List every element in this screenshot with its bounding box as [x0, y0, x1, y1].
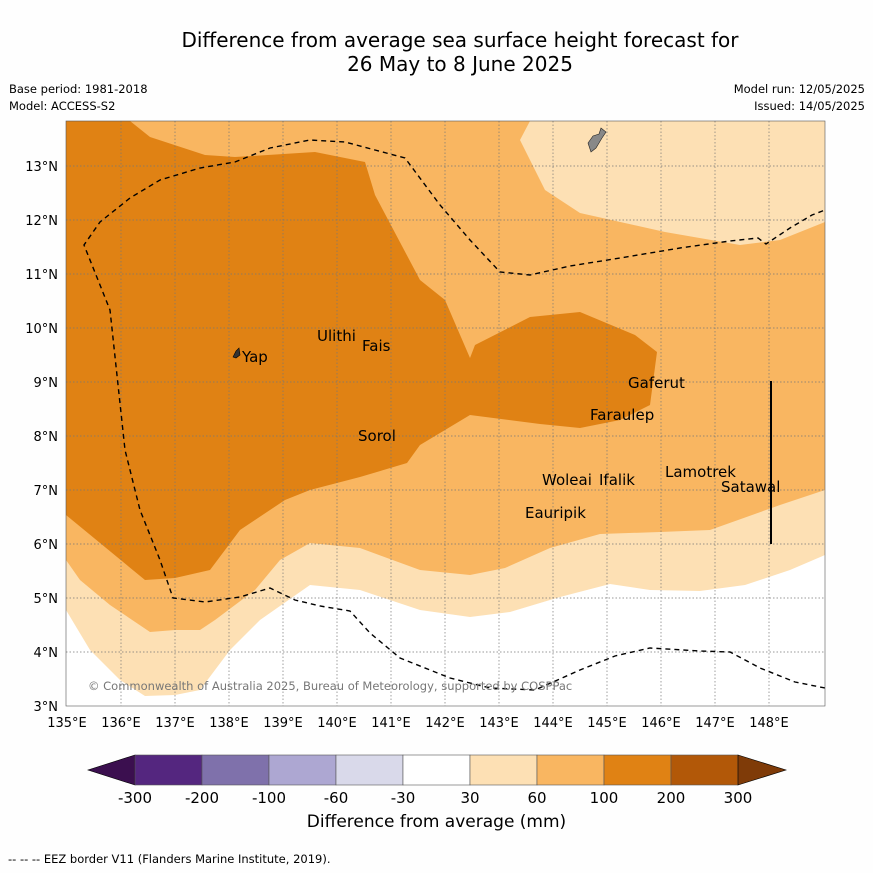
lon-label: 135°E — [47, 716, 87, 731]
colorbar — [87, 754, 788, 786]
place-sorol: Sorol — [358, 427, 396, 445]
lat-label: 6°N — [34, 538, 59, 553]
lon-label: 148°E — [749, 716, 789, 731]
colorbar-tick-label: -100 — [252, 789, 286, 807]
base-period: Base period: 1981-2018 — [9, 82, 148, 96]
colorbar-tick-label: 60 — [527, 789, 546, 807]
lat-label: 10°N — [25, 322, 58, 337]
eez-border — [83, 139, 825, 691]
colorbar-tick-label: 300 — [724, 789, 753, 807]
lon-label: 142°E — [425, 716, 465, 731]
colorbar-extend-high — [737, 754, 788, 786]
place-ifalik: Ifalik — [599, 471, 635, 489]
lon-label: 138°E — [209, 716, 249, 731]
lat-label: 4°N — [34, 646, 59, 661]
colorbar-tick-label: 200 — [657, 789, 686, 807]
model-name: Model: ACCESS-S2 — [9, 99, 116, 113]
lat-label: 12°N — [25, 214, 58, 229]
place-ulithi: Ulithi — [317, 327, 356, 345]
title-line-1: Difference from average sea surface heig… — [181, 28, 739, 52]
lat-label: 9°N — [34, 376, 59, 391]
gridlines — [66, 121, 825, 706]
place-eauripik: Eauripik — [525, 504, 586, 522]
lon-label: 139°E — [263, 716, 303, 731]
copyright-note: © Commonwealth of Australia 2025, Bureau… — [88, 679, 572, 693]
place-faraulep: Faraulep — [590, 406, 654, 424]
colorbar-segment — [536, 754, 605, 786]
eez-legend-note: -- -- -- EEZ border V11 (Flanders Marine… — [8, 852, 331, 866]
colorbar-segment — [201, 754, 270, 786]
colorbar-title: Difference from average (mm) — [306, 812, 567, 832]
colorbar-tick-label: -300 — [118, 789, 152, 807]
lat-label: 5°N — [34, 592, 59, 607]
guam-island — [587, 127, 607, 153]
lon-label: 146°E — [641, 716, 681, 731]
colorbar-segment — [402, 754, 471, 786]
colorbar-tick-label: -200 — [185, 789, 219, 807]
title-line-2: 26 May to 8 June 2025 — [347, 52, 573, 76]
lat-label: 13°N — [25, 160, 58, 175]
lon-label: 140°E — [317, 716, 357, 731]
colorbar-tick-label: -30 — [391, 789, 416, 807]
colorbar-segment — [603, 754, 672, 786]
lon-label: 141°E — [371, 716, 411, 731]
place-gaferut: Gaferut — [628, 374, 685, 392]
lat-label: 8°N — [34, 430, 59, 445]
colorbar-tick-label: -60 — [324, 789, 349, 807]
place-lamotrek: Lamotrek — [665, 463, 736, 481]
colorbar-segment — [335, 754, 404, 786]
lat-label: 11°N — [25, 268, 58, 283]
colorbar-extend-low — [87, 754, 136, 786]
issued-date: Issued: 14/05/2025 — [754, 99, 865, 113]
lon-label: 137°E — [155, 716, 195, 731]
band-neutral — [66, 555, 825, 706]
colorbar-segment — [670, 754, 739, 786]
colorbar-tick-label: 30 — [460, 789, 479, 807]
map-frame — [65, 120, 826, 707]
yap-island — [232, 347, 241, 359]
colorbar-segment — [469, 754, 538, 786]
colorbar-segment — [268, 754, 337, 786]
lat-label: 7°N — [34, 484, 59, 499]
lon-label: 143°E — [479, 716, 519, 731]
colorbar-tick-label: 100 — [590, 789, 619, 807]
lon-label: 136°E — [101, 716, 141, 731]
place-satawal: Satawal — [721, 478, 780, 496]
place-fais: Fais — [362, 337, 391, 355]
band-100-200-west — [66, 121, 657, 580]
lon-label: 145°E — [587, 716, 627, 731]
lat-label: 3°N — [34, 700, 59, 715]
lon-label: 147°E — [695, 716, 735, 731]
place-yap: Yap — [241, 348, 268, 366]
place-woleai: Woleai — [542, 471, 592, 489]
lon-label: 144°E — [533, 716, 573, 731]
colorbar-segment — [134, 754, 203, 786]
model-run: Model run: 12/05/2025 — [733, 82, 865, 96]
